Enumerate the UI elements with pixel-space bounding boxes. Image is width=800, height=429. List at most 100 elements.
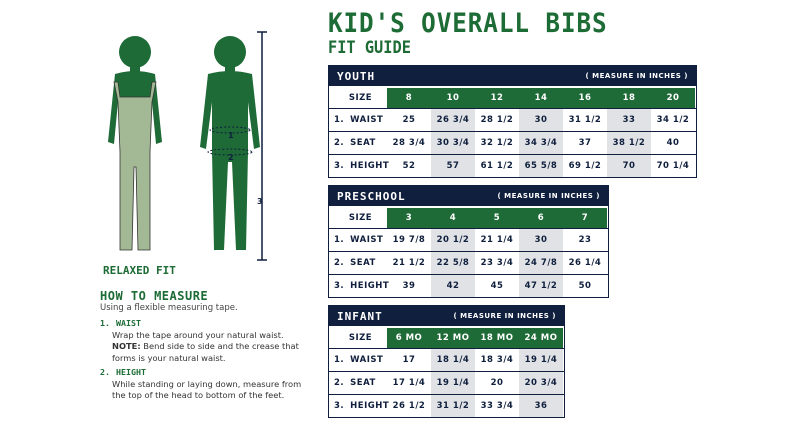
measure-value: 19 7/8 (392, 235, 426, 245)
size: 18 (607, 88, 651, 108)
table-title: YOUTH (337, 69, 376, 83)
measure-value: 70 (607, 155, 651, 177)
size-label: SIZE (348, 93, 373, 103)
item-text: Wrap the tape around your natural waist. (112, 329, 284, 340)
row-number: 2. (334, 378, 345, 388)
measure-value: 20 (490, 378, 504, 388)
size-table: PRESCHOOL ( MEASURE IN INCHES ) SIZE 3 4 5 6 7 1… (328, 185, 609, 298)
measure-value: 18 3/4 (480, 355, 514, 365)
measure-value: 37 (578, 138, 592, 148)
how-item: 1. WAIST Wrap the tape around your natura… (100, 318, 310, 364)
measure-value: 39 (402, 281, 416, 291)
measure-value: 52 (402, 161, 416, 171)
measure-value: 47 1/2 (519, 275, 563, 297)
row-number: 1. (334, 355, 345, 365)
size: 8 (387, 88, 431, 108)
row-number: 1. (334, 115, 345, 125)
measure-value: 30 (519, 109, 563, 131)
table-header: INFANT ( MEASURE IN INCHES ) (329, 306, 564, 326)
figures: 1 2 3 (108, 31, 267, 261)
measure-value: 26 1/4 (568, 258, 602, 268)
row-label: 2. SEAT (329, 132, 387, 154)
measure-value: 17 1/4 (392, 378, 426, 388)
measure-value: 23 3/4 (480, 258, 514, 268)
row-name: SEAT (350, 258, 376, 268)
size: 5 (475, 208, 519, 228)
measure-value: 36 (519, 395, 563, 417)
measure-value: 26 3/4 (431, 109, 475, 131)
measure-value: 32 1/2 (480, 138, 514, 148)
row-number: 3. (334, 161, 345, 171)
row-name: HEIGHT (350, 401, 390, 411)
measure-value: 50 (578, 281, 592, 291)
row-number: 2. (334, 258, 345, 268)
measure-value: 23 (578, 235, 592, 245)
size-row: SIZE 6 MO 12 MO 18 MO 24 MO (329, 328, 564, 348)
measure-row: 1. WAIST 19 7/8 20 1/2 21 1/4 30 23 (329, 228, 608, 251)
item-text: While standing or laying down, measure f… (112, 378, 302, 401)
measure-value: 31 1/2 (568, 115, 602, 125)
row-label: 1. WAIST (329, 349, 387, 371)
row-label: 3. HEIGHT (329, 155, 390, 177)
measure-row: 2. SEAT 21 1/2 22 5/8 23 3/4 24 7/8 26 1/4 (329, 251, 608, 274)
row-name: HEIGHT (350, 281, 390, 291)
size: 12 MO (431, 328, 475, 348)
measure-value: 26 1/2 (392, 401, 426, 411)
table-header: YOUTH ( MEASURE IN INCHES ) (329, 66, 696, 86)
row-number: 1. (334, 235, 345, 245)
marker: 1 (228, 131, 234, 140)
measure-value: 65 5/8 (519, 155, 563, 177)
measure-value: 25 (402, 115, 416, 125)
size-table: YOUTH( MEASURE IN INCHES ) SIZE 8 10 12 14 16 1… (328, 65, 697, 178)
measure-value: 24 7/8 (519, 252, 563, 274)
measure-value: 18 1/4 (431, 349, 475, 371)
size-label: SIZE (348, 333, 373, 343)
row-label: 2. SEAT (329, 372, 387, 394)
measure-row: 3. HEIGHT 26 1/2 31 1/2 33 3/4 36 (329, 394, 564, 417)
marker: 3 (257, 197, 263, 206)
row-label: 3. HEIGHT (329, 395, 390, 417)
row-name: SEAT (350, 138, 376, 148)
row-name: SEAT (350, 378, 376, 388)
size: 6 (519, 208, 563, 228)
table-note: ( MEASURE IN INCHES ) (497, 192, 600, 200)
size: 20 (651, 88, 695, 108)
measure-value: 21 1/2 (392, 258, 426, 268)
measure-value: 31 1/2 (431, 395, 475, 417)
measure-row: 3. HEIGHT 39 42 45 47 1/2 50 (329, 274, 608, 297)
row-name: WAIST (350, 355, 384, 365)
row-name: HEIGHT (350, 161, 390, 171)
measure-value: 61 1/2 (480, 161, 514, 171)
measure-value: 34 3/4 (519, 132, 563, 154)
measure-value: 28 3/4 (392, 138, 426, 148)
measure-value: 38 1/2 (607, 132, 651, 154)
size: 3 (387, 208, 431, 228)
size-row: SIZE 3 4 5 6 7 (329, 208, 608, 228)
row-name: WAIST (350, 115, 384, 125)
measure-value: 20 1/2 (431, 229, 475, 251)
marker: 2 (228, 153, 234, 162)
how-subtitle: Using a flexible measuring tape. (100, 303, 238, 313)
size: 18 MO (475, 328, 519, 348)
size: 12 (475, 88, 519, 108)
measure-value: 30 (519, 229, 563, 251)
size: 16 (563, 88, 607, 108)
measure-row: 2. SEAT 28 3/4 30 3/4 32 1/2 34 3/4 37 38 1/2 40 (329, 131, 696, 154)
measure-value: 42 (431, 275, 475, 297)
measure-row: 2. SEAT 17 1/4 19 1/4 20 20 3/4 (329, 371, 564, 394)
row-label: 1. WAIST (329, 109, 387, 131)
item-title: HEIGHT (116, 367, 146, 377)
item-number: 2. (100, 367, 110, 377)
size: 14 (519, 88, 563, 108)
measure-value: 19 1/4 (519, 349, 563, 371)
item-title: WAIST (116, 318, 141, 328)
measure-value: 69 1/2 (568, 161, 602, 171)
measure-value: 33 3/4 (480, 401, 514, 411)
table-title: PRESCHOOL (337, 189, 406, 203)
measure-value: 45 (490, 281, 504, 291)
measure-value: 34 1/2 (656, 115, 690, 125)
how-title: HOW TO MEASURE (100, 289, 209, 303)
measure-value: 28 1/2 (480, 115, 514, 125)
item-number: 1. (100, 318, 110, 328)
note: Bend side to side and the crease that fo… (112, 341, 299, 363)
